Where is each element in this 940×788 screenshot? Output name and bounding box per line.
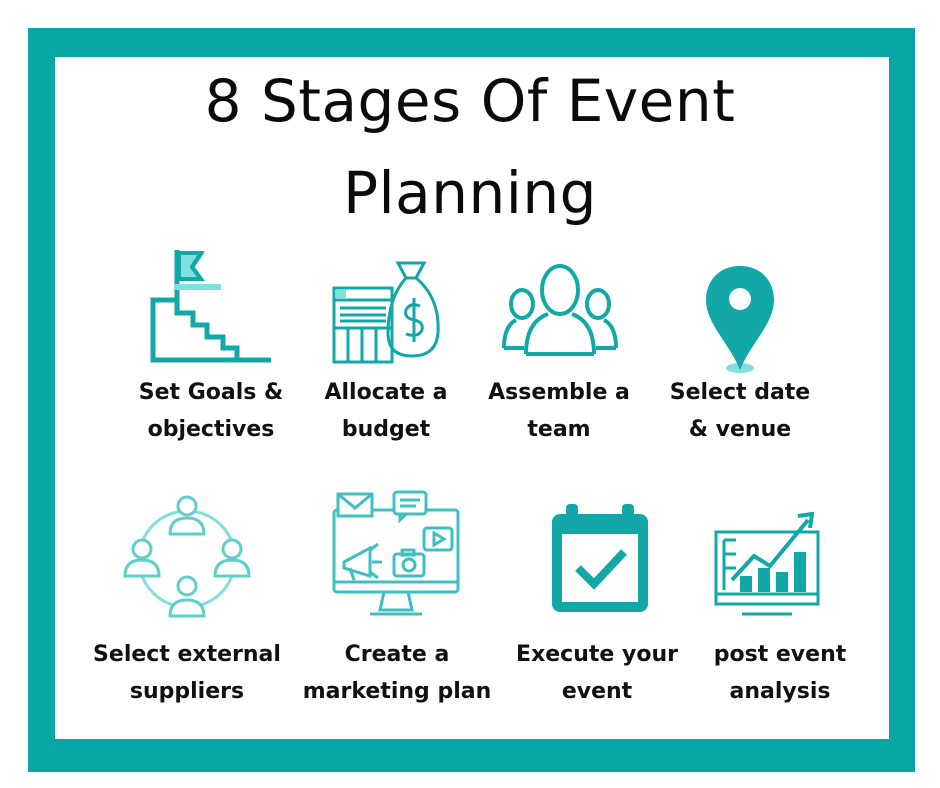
stage-label-execute-event: Execute your event (492, 636, 702, 710)
network-people-icon (122, 494, 252, 624)
stage-label-line: Execute your (492, 636, 702, 673)
stage-label-line: Select date (646, 374, 834, 411)
stage-label-line: suppliers (82, 673, 292, 710)
stage-label-line: budget (292, 411, 480, 448)
stage-label-line: team (465, 411, 653, 448)
analytics-chart-icon (712, 510, 822, 620)
calendar-check-icon (548, 500, 652, 615)
stage-label-line: Assemble a (465, 374, 653, 411)
page-title-line-1: 8 Stages Of Event (0, 68, 940, 134)
stage-label-line: Allocate a (292, 374, 480, 411)
stage-label-line: objectives (117, 411, 305, 448)
people-group-icon (500, 262, 620, 357)
stage-label-line: analysis (675, 673, 885, 710)
stage-label-line: Create a (292, 636, 502, 673)
page-title-line-2: Planning (0, 160, 940, 226)
stage-label-line: Set Goals & (117, 374, 305, 411)
stage-label-line: & venue (646, 411, 834, 448)
stage-label-line: event (492, 673, 702, 710)
stage-label-post-event-analysis: post event analysis (675, 636, 885, 710)
money-bag-icon (330, 258, 445, 366)
stage-label-select-venue: Select date & venue (646, 374, 834, 448)
marketing-monitor-icon (330, 488, 462, 623)
stage-label-allocate-budget: Allocate a budget (292, 374, 480, 448)
stage-label-line: post event (675, 636, 885, 673)
flag-stairs-icon (145, 245, 275, 370)
stage-label-select-suppliers: Select external suppliers (82, 636, 292, 710)
stage-label-line: Select external (82, 636, 292, 673)
map-pin-icon (700, 262, 780, 382)
stage-label-set-goals: Set Goals & objectives (117, 374, 305, 448)
stage-label-line: marketing plan (292, 673, 502, 710)
stage-label-marketing-plan: Create a marketing plan (292, 636, 502, 710)
stage-label-assemble-team: Assemble a team (465, 374, 653, 448)
